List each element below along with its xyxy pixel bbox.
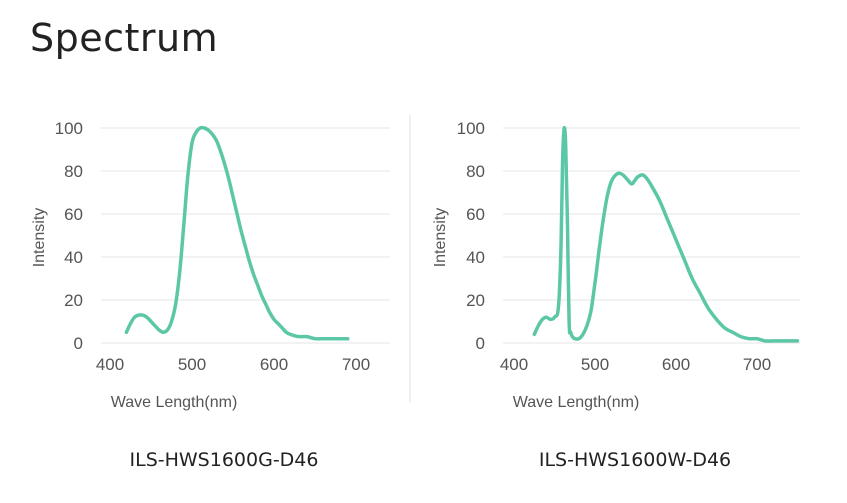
y-tick-label: 0 (476, 334, 485, 353)
x-tick-label: 500 (581, 355, 609, 374)
y-tick-label: 40 (466, 248, 485, 267)
x-tick-label: 600 (260, 355, 288, 374)
chart-caption-hws1600g: ILS-HWS1600G-D46 (129, 449, 319, 471)
x-axis-title: Wave Length(nm) (513, 394, 640, 411)
x-tick-label: 400 (500, 355, 528, 374)
x-tick-label: 500 (178, 355, 206, 374)
y-axis-title: Intensity (31, 208, 48, 268)
y-tick-label: 100 (55, 119, 83, 138)
y-tick-label: 20 (466, 291, 485, 310)
chart-caption-hws1600w: ILS-HWS1600W-D46 (538, 449, 732, 471)
y-axis-title: Intensity (432, 208, 449, 268)
y-tick-label: 0 (74, 334, 83, 353)
x-tick-label: 400 (96, 355, 124, 374)
y-tick-label: 40 (64, 248, 83, 267)
y-tick-label: 60 (466, 205, 485, 224)
x-tick-label: 700 (743, 355, 771, 374)
spectrum-line-chart-1-series-1 (124, 125, 350, 341)
spectrum-line-chart-2-series-1 (532, 125, 800, 343)
page-title: Spectrum (30, 16, 219, 60)
x-tick-label: 600 (662, 355, 690, 374)
y-tick-label: 80 (64, 162, 83, 181)
y-tick-label: 80 (466, 162, 485, 181)
x-tick-label: 700 (342, 355, 370, 374)
y-tick-label: 100 (457, 119, 485, 138)
x-axis-title: Wave Length(nm) (111, 394, 238, 411)
y-tick-label: 20 (64, 291, 83, 310)
y-tick-label: 60 (64, 205, 83, 224)
